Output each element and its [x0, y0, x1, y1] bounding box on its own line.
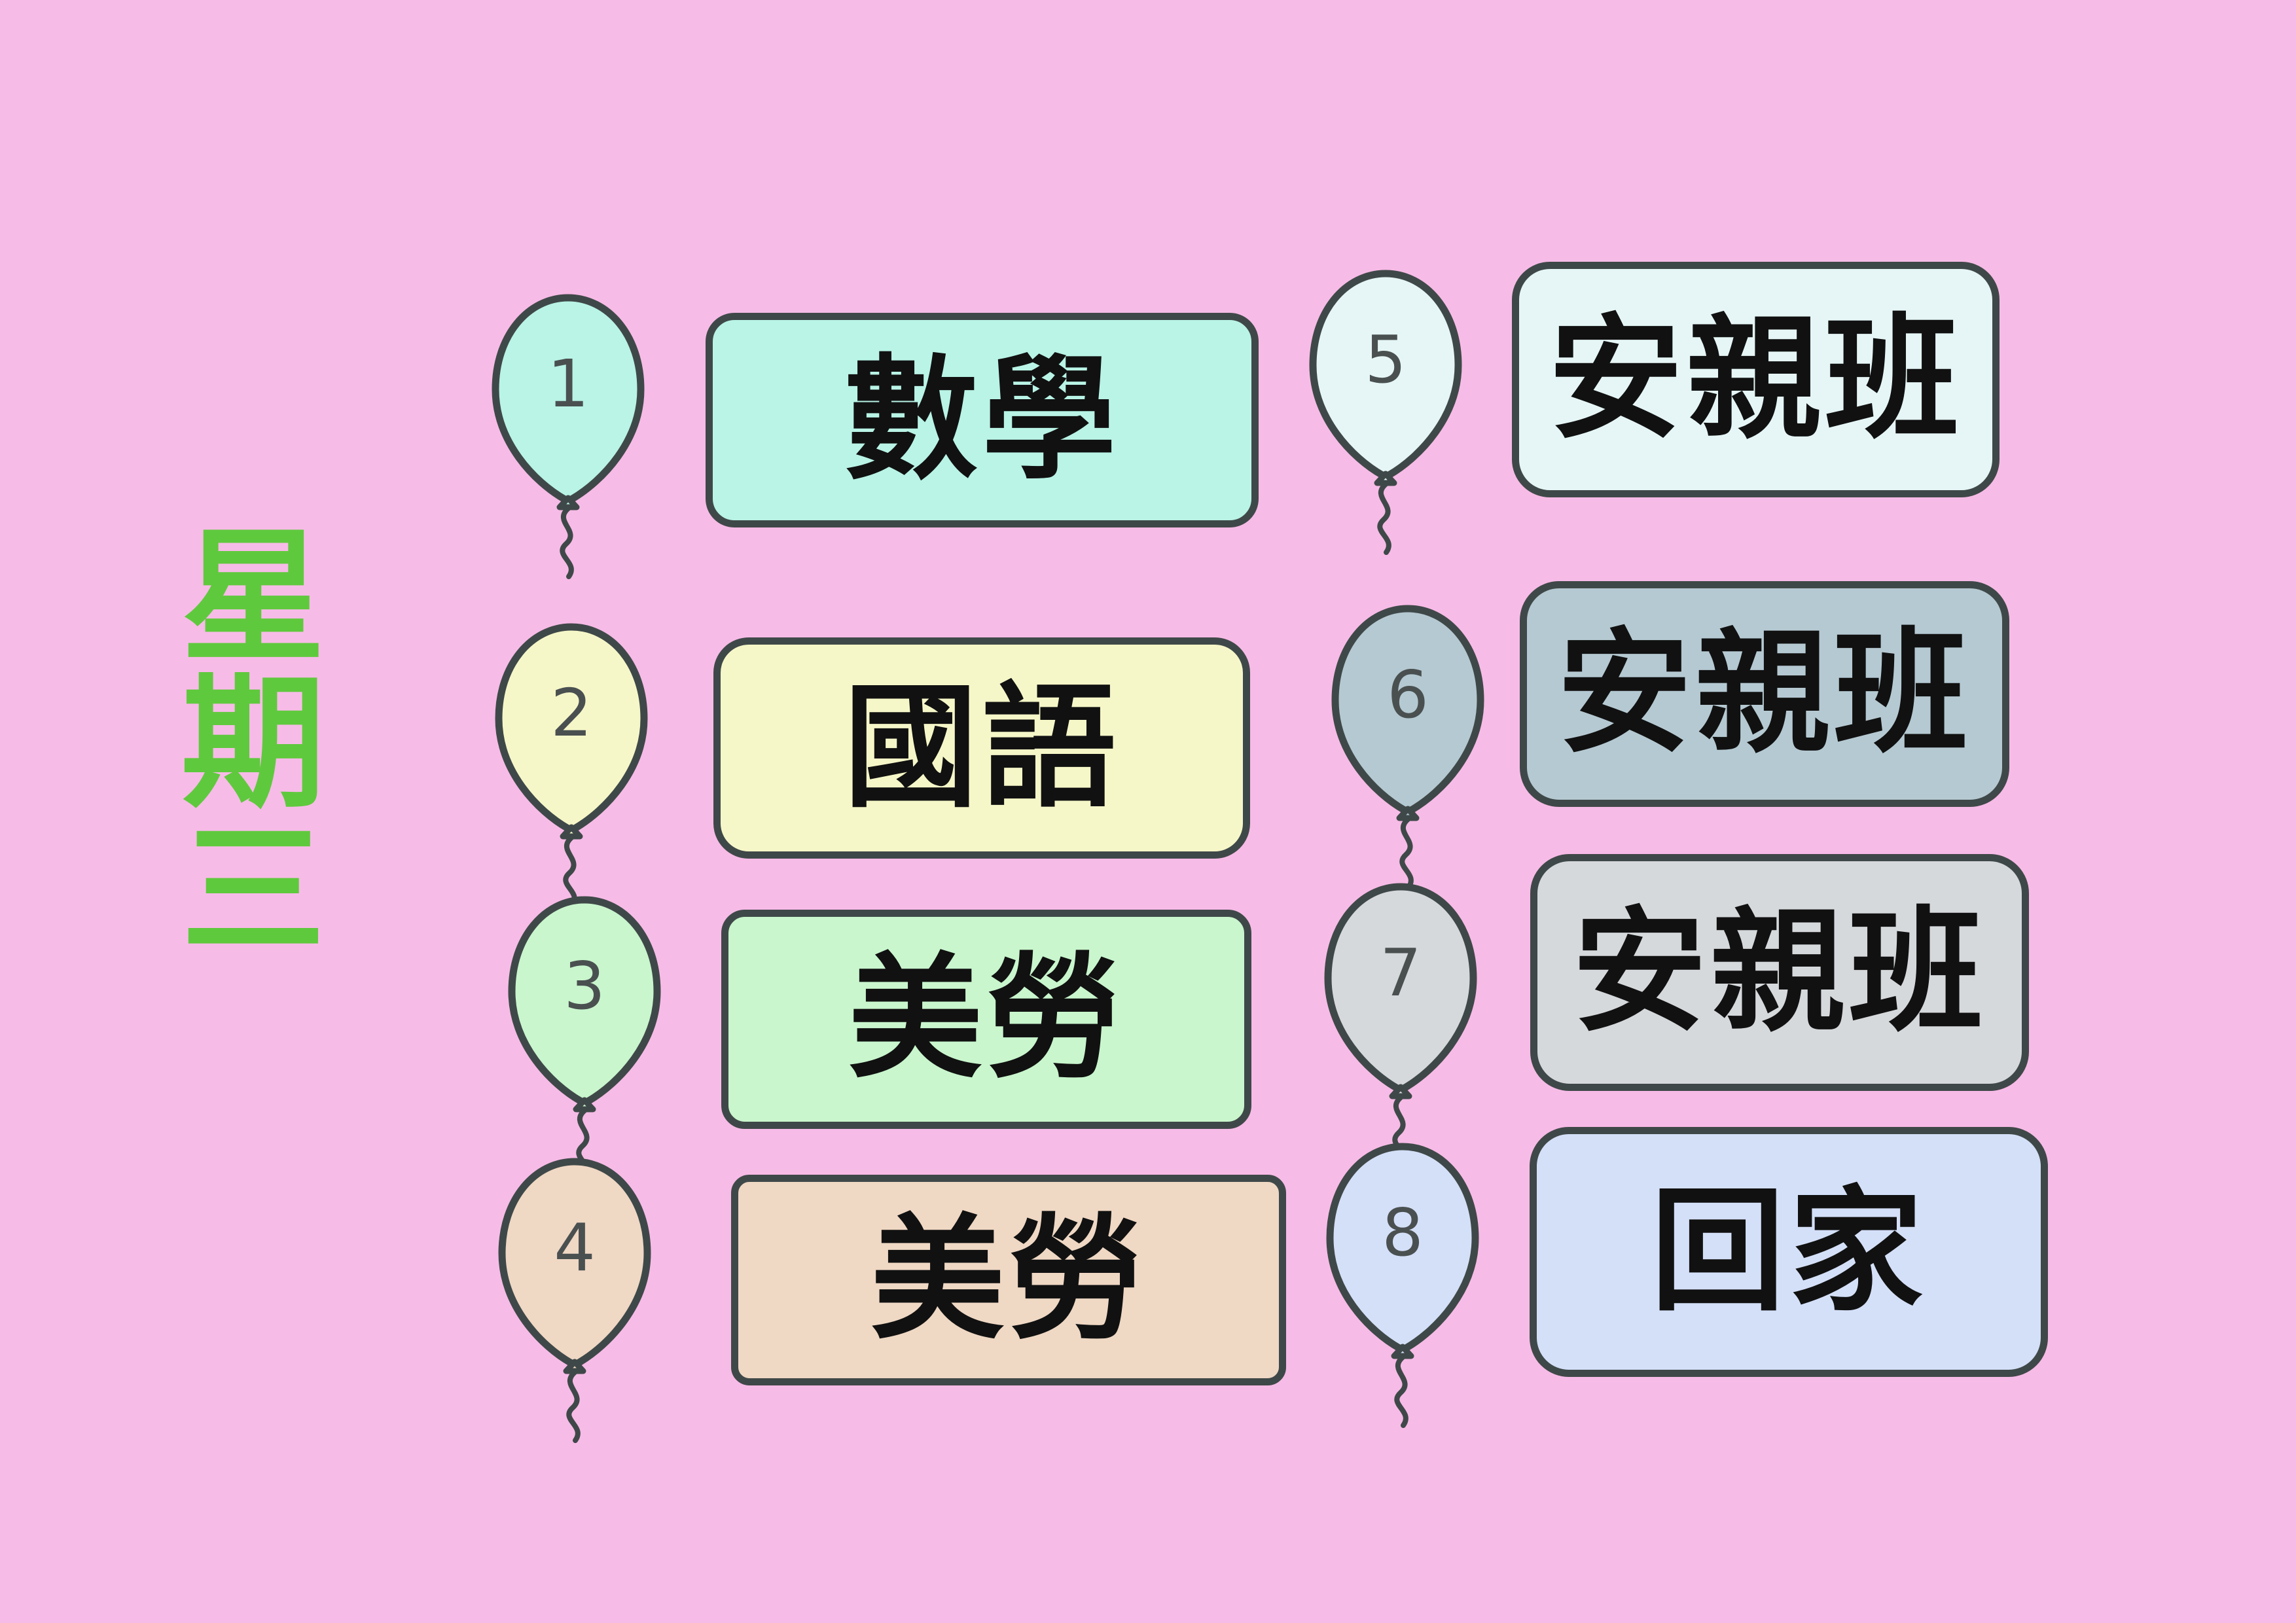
balloon-icon — [1309, 270, 1462, 555]
balloon-icon — [492, 294, 645, 579]
period-2-balloon: 2 — [484, 614, 681, 915]
period-7-balloon: 7 — [1314, 874, 1510, 1175]
period-3-number: 3 — [564, 948, 605, 1024]
period-6-card: 安親班 — [1520, 581, 2009, 807]
period-8-card: 回家 — [1530, 1127, 2048, 1377]
balloon-icon — [498, 1158, 651, 1443]
period-1-balloon: 1 — [481, 285, 677, 586]
balloon-icon — [495, 623, 648, 908]
period-7-number: 7 — [1380, 935, 1422, 1011]
period-7-card: 安親班 — [1530, 854, 2029, 1091]
period-6-balloon: 6 — [1321, 596, 1517, 897]
period-5-number: 5 — [1365, 321, 1407, 398]
period-1-subject: 數學 — [844, 342, 1121, 498]
period-1-card: 數學 — [706, 313, 1259, 527]
period-5-subject: 安親班 — [1549, 301, 1963, 457]
period-6-number: 6 — [1387, 656, 1429, 733]
balloon-icon — [1331, 605, 1484, 890]
period-3-card: 美勞 — [721, 910, 1251, 1129]
period-5-balloon: 5 — [1299, 260, 1495, 562]
balloon-icon — [1324, 883, 1477, 1168]
period-3-subject: 美勞 — [848, 941, 1124, 1097]
period-5-card: 安親班 — [1512, 262, 2000, 497]
period-8-subject: 回家 — [1651, 1173, 1927, 1330]
period-6-subject: 安親班 — [1557, 616, 1972, 772]
period-8-number: 8 — [1382, 1194, 1424, 1271]
period-4-subject: 美勞 — [870, 1202, 1147, 1358]
period-2-number: 2 — [550, 675, 592, 751]
period-1-number: 1 — [547, 346, 589, 422]
period-3-balloon: 3 — [497, 887, 694, 1188]
period-4-balloon: 4 — [488, 1149, 684, 1450]
period-4-number: 4 — [554, 1209, 596, 1286]
day-title: 星期三 — [157, 520, 325, 960]
period-2-card: 國語 — [713, 637, 1250, 859]
period-8-balloon: 8 — [1316, 1133, 1512, 1435]
balloon-icon — [508, 896, 661, 1181]
period-7-subject: 安親班 — [1572, 894, 1987, 1050]
balloon-icon — [1326, 1143, 1479, 1428]
period-4-card: 美勞 — [731, 1175, 1286, 1385]
period-2-subject: 國語 — [844, 669, 1120, 826]
